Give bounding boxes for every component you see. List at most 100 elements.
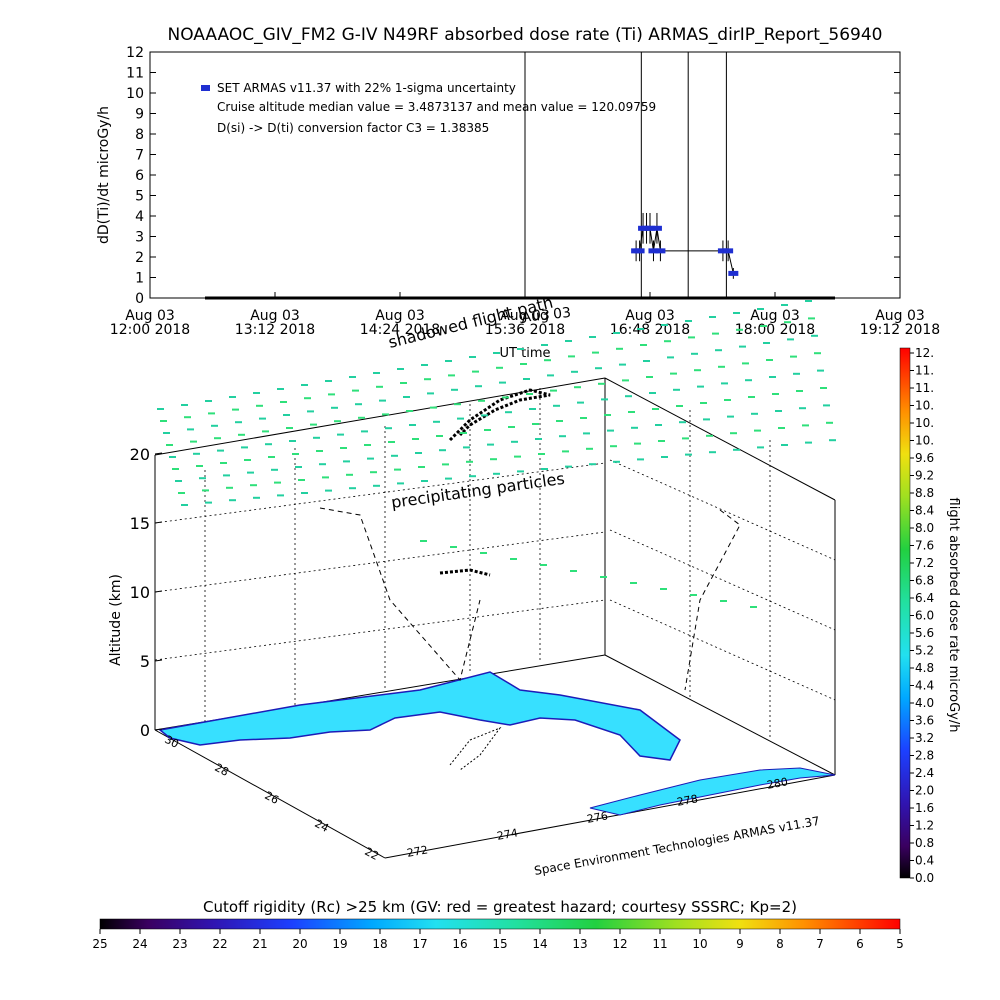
rc-marker: [697, 385, 704, 388]
rc-marker: [550, 389, 557, 392]
y-axis-label: dD(Ti)/dt microGy/h: [96, 106, 112, 244]
data-point: [723, 248, 734, 254]
x-tick-label-date: Aug 03: [750, 308, 800, 324]
rc-marker: [463, 446, 470, 449]
rc-marker: [391, 454, 398, 457]
rc-marker: [540, 564, 547, 566]
rc-marker: [448, 374, 455, 377]
rc-marker: [556, 420, 563, 422]
rc-marker: [319, 463, 326, 466]
rc-marker: [523, 378, 530, 380]
rc-marker: [631, 426, 638, 429]
rc-marker: [304, 397, 311, 400]
rc-marker: [211, 424, 218, 427]
rc-marker: [340, 447, 347, 449]
dose-colorbar-tick-label: 4.0: [915, 696, 934, 710]
x-tick-label-time: 12:00 2018: [110, 322, 190, 338]
rc-marker: [517, 348, 524, 350]
precipitating-label: precipitating particles: [390, 469, 566, 512]
rc-marker: [805, 441, 812, 444]
rc-marker: [286, 427, 293, 429]
page-title: NOAAAOC_GIV_FM2 G-IV N49RF absorbed dose…: [168, 25, 883, 45]
rc-marker: [652, 408, 659, 410]
rc-marker: [817, 369, 824, 372]
data-point: [634, 248, 645, 254]
rc-marker: [637, 328, 644, 330]
rc-marker: [690, 594, 697, 596]
x-axis-label: UT time: [500, 346, 551, 361]
rc-marker: [694, 369, 701, 372]
rc-marker: [796, 390, 803, 392]
dose-colorbar-tick-label: 4.4: [915, 679, 934, 693]
legend-note: Cruise altitude median value = 3.4873137…: [217, 100, 656, 114]
rc-marker: [571, 370, 578, 373]
flight-path-dashed: [319, 507, 481, 682]
rc-colorbar-tick-label: 6: [856, 937, 864, 951]
rc-marker: [544, 359, 551, 362]
rc-marker: [685, 320, 692, 322]
rc-marker: [637, 458, 644, 461]
rc-marker: [316, 450, 323, 452]
rc-marker: [505, 411, 512, 414]
rc-marker: [784, 321, 791, 324]
rc-colorbar-tick-label: 23: [172, 937, 187, 951]
rc-marker: [547, 374, 554, 377]
rc-marker: [181, 504, 188, 506]
dose-colorbar-tick-label: 2.0: [915, 784, 934, 798]
rc-marker: [805, 300, 812, 302]
rc-marker: [301, 492, 308, 494]
rc-marker: [583, 432, 590, 435]
rc-marker: [742, 362, 749, 365]
rc-marker: [178, 492, 185, 494]
rc-marker: [619, 363, 626, 366]
rc-marker: [193, 452, 200, 455]
rc-marker: [658, 440, 665, 442]
rc-marker: [370, 471, 377, 474]
rc-colorbar-tick-label: 22: [212, 937, 227, 951]
rc-marker: [775, 410, 782, 412]
rc-marker: [616, 347, 623, 350]
altitude-tick: [154, 590, 163, 593]
longitude-tick-label: 272: [406, 843, 429, 859]
dose-colorbar-tick-label: 9.2: [915, 469, 934, 483]
data-point: [655, 248, 666, 254]
rc-colorbar-tick-label: 8: [776, 937, 784, 951]
land-mass: [158, 671, 681, 761]
flight-path-high: [448, 388, 551, 442]
rc-marker: [361, 430, 368, 433]
rc-marker: [748, 396, 755, 398]
longitude-tick-label: 278: [676, 792, 699, 808]
overlay-date: Aug 03: [521, 305, 572, 326]
rc-marker: [649, 392, 656, 394]
dose-colorbar-tick-label: 7.2: [915, 556, 934, 570]
rc-marker: [262, 430, 269, 433]
rc-marker: [445, 360, 452, 362]
dose-colorbar-tick-label: 2.4: [915, 766, 934, 780]
rc-marker: [790, 355, 797, 358]
rc-marker: [475, 385, 482, 388]
latitude-tick-label: 30: [162, 733, 180, 751]
flight-path-mid: [439, 568, 491, 577]
rc-marker: [469, 475, 476, 478]
rc-marker: [418, 466, 425, 468]
rc-marker: [184, 416, 191, 419]
rc-marker: [265, 443, 272, 446]
rc-marker: [778, 427, 785, 429]
dose-colorbar-tick-label: 1.6: [915, 801, 934, 815]
dose-colorbar-tick-label: 0.8: [915, 836, 934, 850]
rc-marker: [439, 449, 446, 452]
rc-colorbar-tick-label: 15: [492, 937, 507, 951]
rc-marker: [445, 477, 452, 480]
rc-marker: [634, 442, 641, 445]
rc-colorbar-tick-label: 7: [816, 937, 824, 951]
rc-marker: [562, 450, 569, 453]
rc-marker: [625, 395, 632, 398]
rc-marker: [646, 376, 653, 378]
rc-marker: [484, 429, 491, 431]
rc-marker: [420, 540, 427, 542]
rc-marker: [760, 325, 767, 327]
y-tick-label: 2: [135, 250, 144, 266]
rc-marker: [373, 372, 380, 374]
rc-marker: [187, 428, 194, 431]
